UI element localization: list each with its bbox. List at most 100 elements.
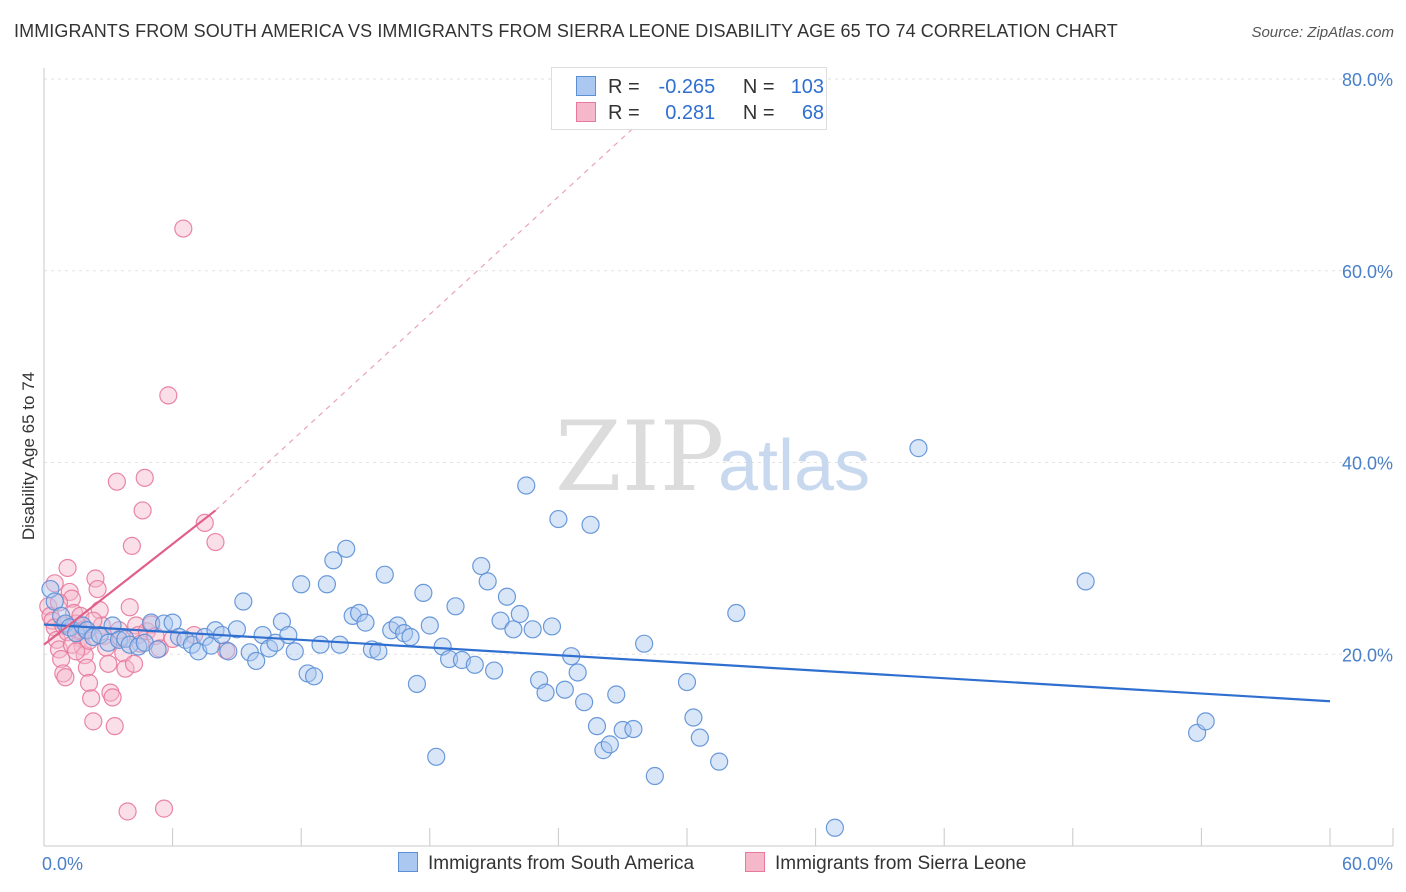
data-point-south-america xyxy=(536,683,555,702)
data-point-sierra-leone xyxy=(174,219,193,238)
x-tick-label: 60.0% xyxy=(1342,854,1393,874)
chart-title: IMMIGRANTS FROM SOUTH AMERICA VS IMMIGRA… xyxy=(14,21,1118,41)
stats-legend: R = -0.265 N = 103 R = 0.281 N = 68 xyxy=(551,67,827,130)
data-point-south-america xyxy=(587,717,607,736)
r-value-sierra-leone: 0.281 xyxy=(665,102,716,124)
data-point-south-america xyxy=(407,674,427,694)
data-point-south-america xyxy=(575,693,594,712)
data-point-south-america xyxy=(247,651,266,671)
data-point-south-america xyxy=(1196,712,1215,731)
data-point-south-america xyxy=(446,597,465,616)
data-point-sierra-leone xyxy=(120,598,139,617)
watermark-atlas: atlas xyxy=(718,426,870,506)
data-point-south-america xyxy=(285,642,304,661)
data-point-south-america xyxy=(227,620,246,639)
data-point-sierra-leone xyxy=(107,472,126,491)
trend-line-sierra-leone-extension xyxy=(215,78,688,511)
data-point-sierra-leone xyxy=(124,654,144,673)
data-point-sierra-leone xyxy=(77,658,96,677)
swatch-pink xyxy=(576,102,596,122)
data-point-south-america xyxy=(148,640,167,659)
legend-item-sierra-leone: Immigrants from Sierra Leone xyxy=(745,852,1026,875)
stats-row-sierra-leone: R = 0.281 N = 68 xyxy=(576,102,824,126)
data-point-south-america xyxy=(109,630,129,649)
data-point-sierra-leone xyxy=(56,668,75,687)
data-point-sierra-leone xyxy=(122,536,141,556)
data-point-sierra-leone xyxy=(58,558,77,578)
data-point-south-america xyxy=(465,655,484,674)
source-credit: Source: ZipAtlas.com xyxy=(1251,24,1394,41)
data-point-south-america xyxy=(727,603,746,623)
data-point-south-america xyxy=(523,620,542,639)
data-point-south-america xyxy=(542,617,562,636)
data-point-sierra-leone xyxy=(116,659,135,678)
tick-labels: 20.0% 40.0% 60.0% 80.0% 0.0% 60.0% xyxy=(42,70,1393,874)
x-tick-label: 0.0% xyxy=(42,854,83,874)
data-point-south-america xyxy=(1076,572,1095,591)
y-tick-label: 20.0% xyxy=(1342,645,1393,665)
data-point-south-america xyxy=(292,575,311,594)
data-point-south-america xyxy=(414,583,433,602)
legend-swatch-blue xyxy=(398,852,418,872)
trend-line-south-america xyxy=(43,623,1331,703)
y-tick-label: 60.0% xyxy=(1342,262,1393,282)
data-point-south-america xyxy=(401,627,420,647)
data-point-south-america xyxy=(304,667,324,686)
data-point-south-america xyxy=(439,649,459,669)
watermark: ZIP atlas xyxy=(555,401,870,513)
data-point-south-america xyxy=(311,635,330,654)
data-point-south-america xyxy=(427,747,446,766)
data-point-sierra-leone xyxy=(163,629,182,649)
data-point-south-america xyxy=(677,672,697,692)
n-value-south-america: 103 xyxy=(790,76,825,98)
data-point-sierra-leone xyxy=(206,532,225,552)
series-sierra-leone-points xyxy=(39,219,236,821)
data-point-sierra-leone xyxy=(135,468,154,487)
data-point-south-america xyxy=(549,509,568,529)
data-point-sierra-leone xyxy=(79,673,99,693)
data-point-south-america xyxy=(607,685,626,704)
data-point-south-america xyxy=(99,633,118,652)
data-point-south-america xyxy=(909,439,928,458)
data-point-sierra-leone xyxy=(84,712,103,731)
watermark-zip: ZIP xyxy=(555,401,724,513)
data-point-south-america xyxy=(317,575,337,594)
y-tick-label: 80.0% xyxy=(1342,70,1393,90)
y-tick-label: 40.0% xyxy=(1342,454,1393,474)
data-point-south-america xyxy=(624,719,643,739)
trend-line-sierra-leone xyxy=(43,509,217,646)
axes xyxy=(43,68,1394,847)
data-point-south-america xyxy=(645,766,664,786)
data-point-south-america xyxy=(472,556,491,576)
data-point-sierra-leone xyxy=(82,689,101,708)
data-point-sierra-leone xyxy=(118,802,137,821)
data-point-sierra-leone xyxy=(105,717,124,736)
data-point-sierra-leone xyxy=(88,579,107,599)
data-point-sierra-leone xyxy=(154,799,174,818)
data-point-south-america xyxy=(568,663,587,682)
data-point-south-america xyxy=(581,515,600,534)
data-point-south-america xyxy=(710,752,729,771)
trend-lines xyxy=(43,78,1331,703)
data-point-south-america xyxy=(337,539,356,558)
data-point-south-america xyxy=(324,551,343,570)
stats-row-south-america: R = -0.265 N = 103 xyxy=(576,76,824,100)
swatch-blue xyxy=(576,76,596,96)
data-point-south-america xyxy=(510,604,529,624)
r-value-south-america: -0.265 xyxy=(658,76,716,98)
n-value-sierra-leone: 68 xyxy=(801,102,825,124)
y-axis-label: Disability Age 65 to 74 xyxy=(19,372,38,540)
data-point-south-america xyxy=(497,587,517,606)
data-point-south-america xyxy=(330,635,349,654)
data-point-south-america xyxy=(279,625,298,645)
data-point-south-america xyxy=(635,634,654,653)
data-point-sierra-leone xyxy=(52,649,71,669)
data-point-south-america xyxy=(478,572,497,591)
data-point-sierra-leone xyxy=(159,386,178,405)
data-point-sierra-leone xyxy=(67,642,86,661)
data-point-south-america xyxy=(555,680,574,699)
data-point-south-america xyxy=(420,616,439,635)
legend-swatch-pink xyxy=(745,852,765,872)
data-point-sierra-leone xyxy=(133,501,152,520)
